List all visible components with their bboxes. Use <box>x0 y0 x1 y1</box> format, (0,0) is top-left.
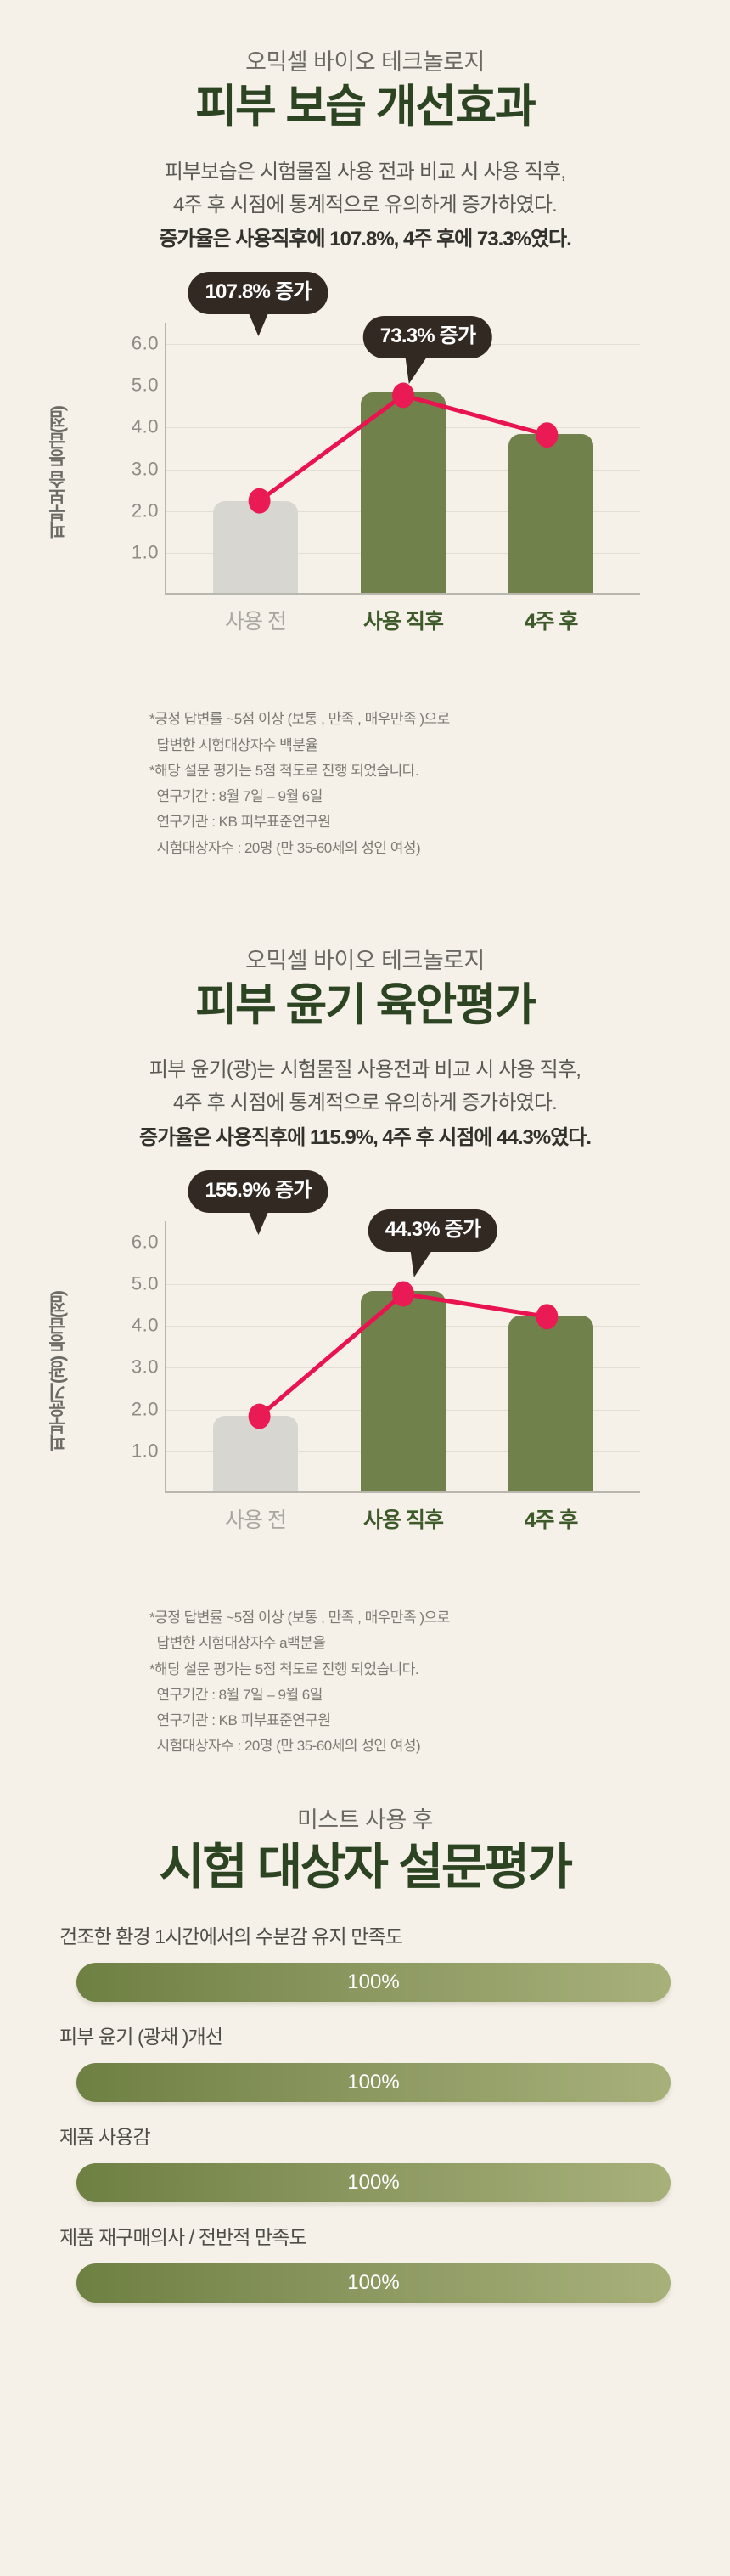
note-line: 답변한 시험대상자수 백분율 <box>149 736 318 753</box>
survey-item: 제품 재구매의사 / 전반적 만족도 100% <box>53 2221 677 2303</box>
note-line: 연구기간 : 8월 7일 – 9월 6일 <box>149 1686 323 1703</box>
chart1-bar-group: 사용 전 사용 직후 4주 후 <box>166 323 640 634</box>
chart-skin-glow: 피부윤기(광) 등급(점) 6.0 5.0 4.0 3.0 <box>0 1170 730 1551</box>
chart2-bar-slot: 사용 직후 <box>357 1221 450 1532</box>
section1-headline: 피부 보습 개선효과 <box>195 82 536 132</box>
chart1-bar-slot: 사용 직후 <box>357 323 450 634</box>
section1-desc-line-2: 4주 후 시점에 통계적으로 유의하게 증가하였다. <box>172 193 558 217</box>
note-line: *해당 설문 평가는 5점 척도로 진행 되었습니다. <box>149 1660 419 1677</box>
survey-item-value: 100% <box>347 2071 400 2094</box>
section1-notes: *긍정 답변률 ~5점 이상 (보통 , 만족 , 매우만족 )으로 답변한 시… <box>0 707 730 861</box>
section-divider-space <box>0 1760 730 1797</box>
chart1-ytick: 4.0 <box>131 415 159 437</box>
chart2-ytick: 3.0 <box>131 1356 159 1378</box>
section2-headline: 피부 윤기 육안평가 <box>195 979 536 1030</box>
chart1-ytick: 5.0 <box>131 374 159 396</box>
chart1-plot-area: 6.0 5.0 4.0 3.0 2.0 1.0 <box>132 323 640 634</box>
note-line: 답변한 시험대상자수 a백분율 <box>149 1635 326 1652</box>
chart1-y-axis-title: 피부보습 등급(점) <box>48 406 68 540</box>
chart2-bar-4weeks <box>508 1316 593 1491</box>
section2-desc-bold: 증가율은 사용직후에 115.9%, 4주 후 시점에 44.3%였다. <box>138 1126 592 1150</box>
chart1-ytick: 6.0 <box>131 332 159 354</box>
chart2-callout-immediate: 155.9% 증가 <box>188 1170 328 1235</box>
chart2-ytick: 1.0 <box>131 1440 159 1462</box>
chart1-bar-slot: 4주 후 <box>504 323 598 634</box>
chart1-bar-4weeks <box>508 434 593 594</box>
chart1-xlabel: 사용 전 <box>225 610 287 634</box>
survey-item-value: 100% <box>347 2171 400 2195</box>
chart1-bar-slot: 사용 전 <box>209 323 302 634</box>
chart2-bar-group: 사용 전 사용 직후 4주 후 <box>166 1221 640 1532</box>
chart2-y-axis-title: 피부윤기(광) 등급(점) <box>48 1291 68 1452</box>
section1-eyebrow: 오믹셀 바이오 테크놀로지 <box>245 49 485 75</box>
survey-item: 건조한 환경 1시간에서의 수분감 유지 만족도 100% <box>53 1920 677 2003</box>
chart1-xlabel: 4주 후 <box>524 610 579 634</box>
section-survey: 미스트 사용 후 시험 대상자 설문평가 건조한 환경 1시간에서의 수분감 유… <box>0 1797 730 2356</box>
survey-progress-bar: 100% <box>76 1963 671 2003</box>
chart2-ytick: 5.0 <box>131 1272 159 1294</box>
chart1-bar-before <box>213 500 298 594</box>
chart2-ytick: 4.0 <box>131 1314 159 1336</box>
note-line: 연구기관 : KB 피부표준연구원 <box>149 814 331 831</box>
survey-item-label: 피부 윤기 (광채 )개선 <box>59 2026 223 2049</box>
chart2-xlabel: 사용 전 <box>225 1508 287 1532</box>
survey-item: 제품 사용감 100% <box>53 2121 677 2203</box>
chart2-bar-before <box>213 1416 298 1491</box>
chart2-xlabel: 사용 직후 <box>363 1508 444 1532</box>
note-line: 시험대상자수 : 20명 (만 35-60세의 성인 여성) <box>149 839 421 856</box>
chart1-xlabel: 사용 직후 <box>363 610 444 634</box>
section1-desc-line-1: 피부보습은 시험물질 사용 전과 비교 시 사용 직후, <box>164 160 566 183</box>
note-line: *긍정 답변률 ~5점 이상 (보통 , 만족 , 매우만족 )으로 <box>149 711 450 728</box>
section1-desc-bold: 증가율은 사용직후에 107.8%, 4주 후에 73.3%였다. <box>159 228 572 251</box>
note-line: 연구기간 : 8월 7일 – 9월 6일 <box>149 788 323 804</box>
chart2-bar-immediate <box>361 1290 446 1491</box>
survey-headline: 시험 대상자 설문평가 <box>159 1839 573 1895</box>
note-line: 연구기관 : KB 피부표준연구원 <box>149 1712 331 1728</box>
chart1-callout-4weeks: 73.3% 증가 <box>362 316 493 385</box>
note-line: 시험대상자수 : 20명 (만 35-60세의 성인 여성) <box>149 1738 421 1755</box>
survey-item-value: 100% <box>347 2271 400 2295</box>
section2-desc-line-2: 4주 후 시점에 통계적으로 유의하게 증가하였다. <box>172 1091 558 1115</box>
section2-eyebrow: 오믹셀 바이오 테크놀로지 <box>245 947 485 973</box>
section1-description: 피부보습은 시험물질 사용 전과 비교 시 사용 직후, 4주 후 시점에 통계… <box>0 156 730 257</box>
survey-progress-bar: 100% <box>76 2163 671 2203</box>
survey-item-label: 건조한 환경 1시간에서의 수분감 유지 만족도 <box>59 1925 403 1948</box>
survey-list: 건조한 환경 1시간에서의 수분감 유지 만족도 100% 피부 윤기 (광채 … <box>0 1920 730 2355</box>
section2-notes: *긍정 답변률 ~5점 이상 (보통 , 만족 , 매우만족 )으로 답변한 시… <box>0 1605 730 1760</box>
chart1-ytick: 2.0 <box>131 499 159 521</box>
chart-skin-moisture: 피부보습 등급(점) 6.0 5.0 4.0 3.0 <box>0 272 730 652</box>
chart2-bar-slot: 4주 후 <box>504 1221 598 1532</box>
survey-progress-bar: 100% <box>76 2263 671 2303</box>
chart2-xlabel: 4주 후 <box>524 1508 579 1532</box>
survey-item: 피부 윤기 (광채 )개선 100% <box>53 2021 677 2103</box>
section2-desc-line-1: 피부 윤기(광)는 시험물질 사용전과 비교 시 사용 직후, <box>149 1058 581 1082</box>
chart1-callout-immediate: 107.8% 증가 <box>188 272 328 337</box>
note-line: *긍정 답변률 ~5점 이상 (보통 , 만족 , 매우만족 )으로 <box>149 1609 450 1626</box>
chart2-ytick: 6.0 <box>131 1231 159 1253</box>
chart2-plot-area: 6.0 5.0 4.0 3.0 2.0 1.0 <box>132 1221 640 1532</box>
chart2-callout-4weeks: 44.3% 증가 <box>368 1209 498 1277</box>
chart1-ytick: 3.0 <box>131 458 159 480</box>
chart2-bar-slot: 사용 전 <box>209 1221 302 1532</box>
section2-description: 피부 윤기(광)는 시험물질 사용전과 비교 시 사용 직후, 4주 후 시점에… <box>0 1054 730 1155</box>
survey-eyebrow: 미스트 사용 후 <box>296 1807 434 1833</box>
chart1-ytick: 1.0 <box>131 541 159 563</box>
section-skin-glow: 오믹셀 바이오 테크놀로지 피부 윤기 육안평가 피부 윤기(광)는 시험물질 … <box>0 917 730 1760</box>
chart2-ytick: 2.0 <box>131 1397 159 1419</box>
note-line: *해당 설문 평가는 5점 척도로 진행 되었습니다. <box>149 762 419 779</box>
chart1-bar-immediate <box>361 392 446 594</box>
survey-item-value: 100% <box>347 1970 400 1994</box>
section-divider-space <box>0 861 730 917</box>
survey-item-label: 제품 사용감 <box>59 2126 151 2149</box>
section-skin-moisture: 오믹셀 바이오 테크놀로지 피부 보습 개선효과 피부보습은 시험물질 사용 전… <box>0 0 730 861</box>
survey-item-label: 제품 재구매의사 / 전반적 만족도 <box>59 2226 307 2249</box>
survey-progress-bar: 100% <box>76 2063 671 2103</box>
